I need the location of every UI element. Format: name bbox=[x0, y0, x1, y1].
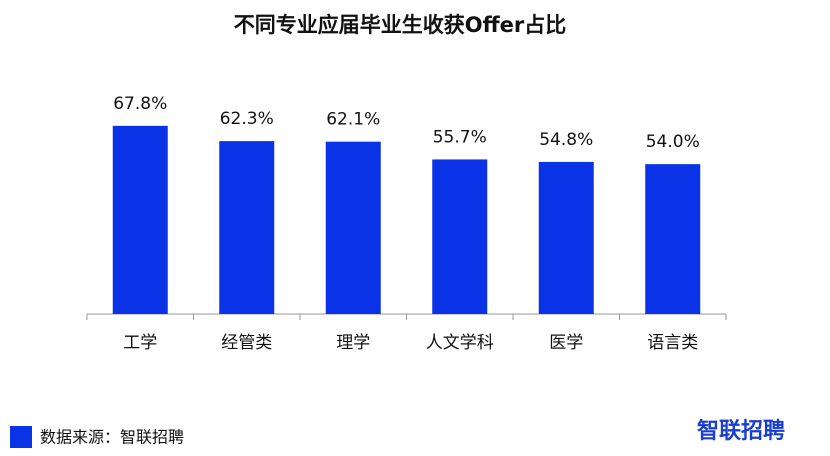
x-tick-label: 医学 bbox=[549, 333, 583, 353]
value-label: 62.1% bbox=[326, 110, 380, 130]
value-label: 62.3% bbox=[220, 109, 274, 129]
value-label: 67.8% bbox=[113, 94, 167, 114]
bar bbox=[432, 159, 488, 314]
value-label: 54.8% bbox=[539, 130, 593, 150]
x-tick-label: 工学 bbox=[123, 333, 157, 353]
value-label: 55.7% bbox=[433, 127, 487, 147]
bar bbox=[112, 125, 168, 314]
logo: 智联招聘 bbox=[697, 418, 785, 444]
bar bbox=[219, 141, 275, 314]
chart-title: 不同专业应届毕业生收获Offer占比 bbox=[234, 13, 566, 37]
source-note: 数据来源：智联招聘 bbox=[40, 428, 184, 447]
value-label: 54.0% bbox=[646, 132, 700, 152]
legend-swatch bbox=[10, 426, 32, 448]
x-tick-label: 人文学科 bbox=[426, 333, 494, 353]
x-tick-label: 语言类 bbox=[647, 333, 698, 353]
bar bbox=[538, 161, 594, 314]
bar bbox=[325, 141, 381, 314]
bar bbox=[645, 164, 701, 314]
x-tick-label: 理学 bbox=[336, 333, 370, 353]
x-tick-label: 经管类 bbox=[221, 333, 272, 353]
